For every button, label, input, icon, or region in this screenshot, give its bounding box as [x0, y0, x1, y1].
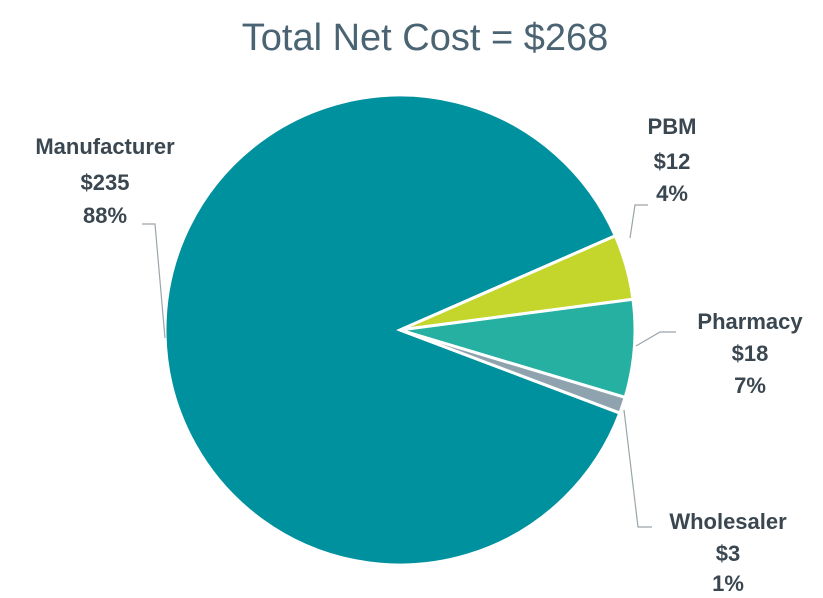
chart-title: Total Net Cost = $268	[242, 17, 609, 59]
slice-label: Pharmacy	[697, 309, 803, 334]
value-label: $12	[654, 149, 691, 174]
leader-line	[623, 409, 652, 528]
leader-line	[635, 331, 676, 347]
percent-label: 7%	[734, 373, 766, 398]
leader-line	[629, 204, 648, 239]
value-label: $235	[81, 170, 130, 195]
percent-label: 1%	[712, 571, 744, 596]
leader-line	[142, 223, 166, 339]
percent-label: 4%	[656, 181, 688, 206]
slice-label: Manufacturer	[35, 134, 175, 159]
slice-label: Wholesaler	[669, 509, 787, 534]
value-label: $18	[732, 341, 769, 366]
pie-slice	[399, 328, 627, 416]
slice-label: PBM	[648, 114, 697, 139]
percent-label: 88%	[83, 203, 127, 228]
value-label: $3	[716, 541, 740, 566]
